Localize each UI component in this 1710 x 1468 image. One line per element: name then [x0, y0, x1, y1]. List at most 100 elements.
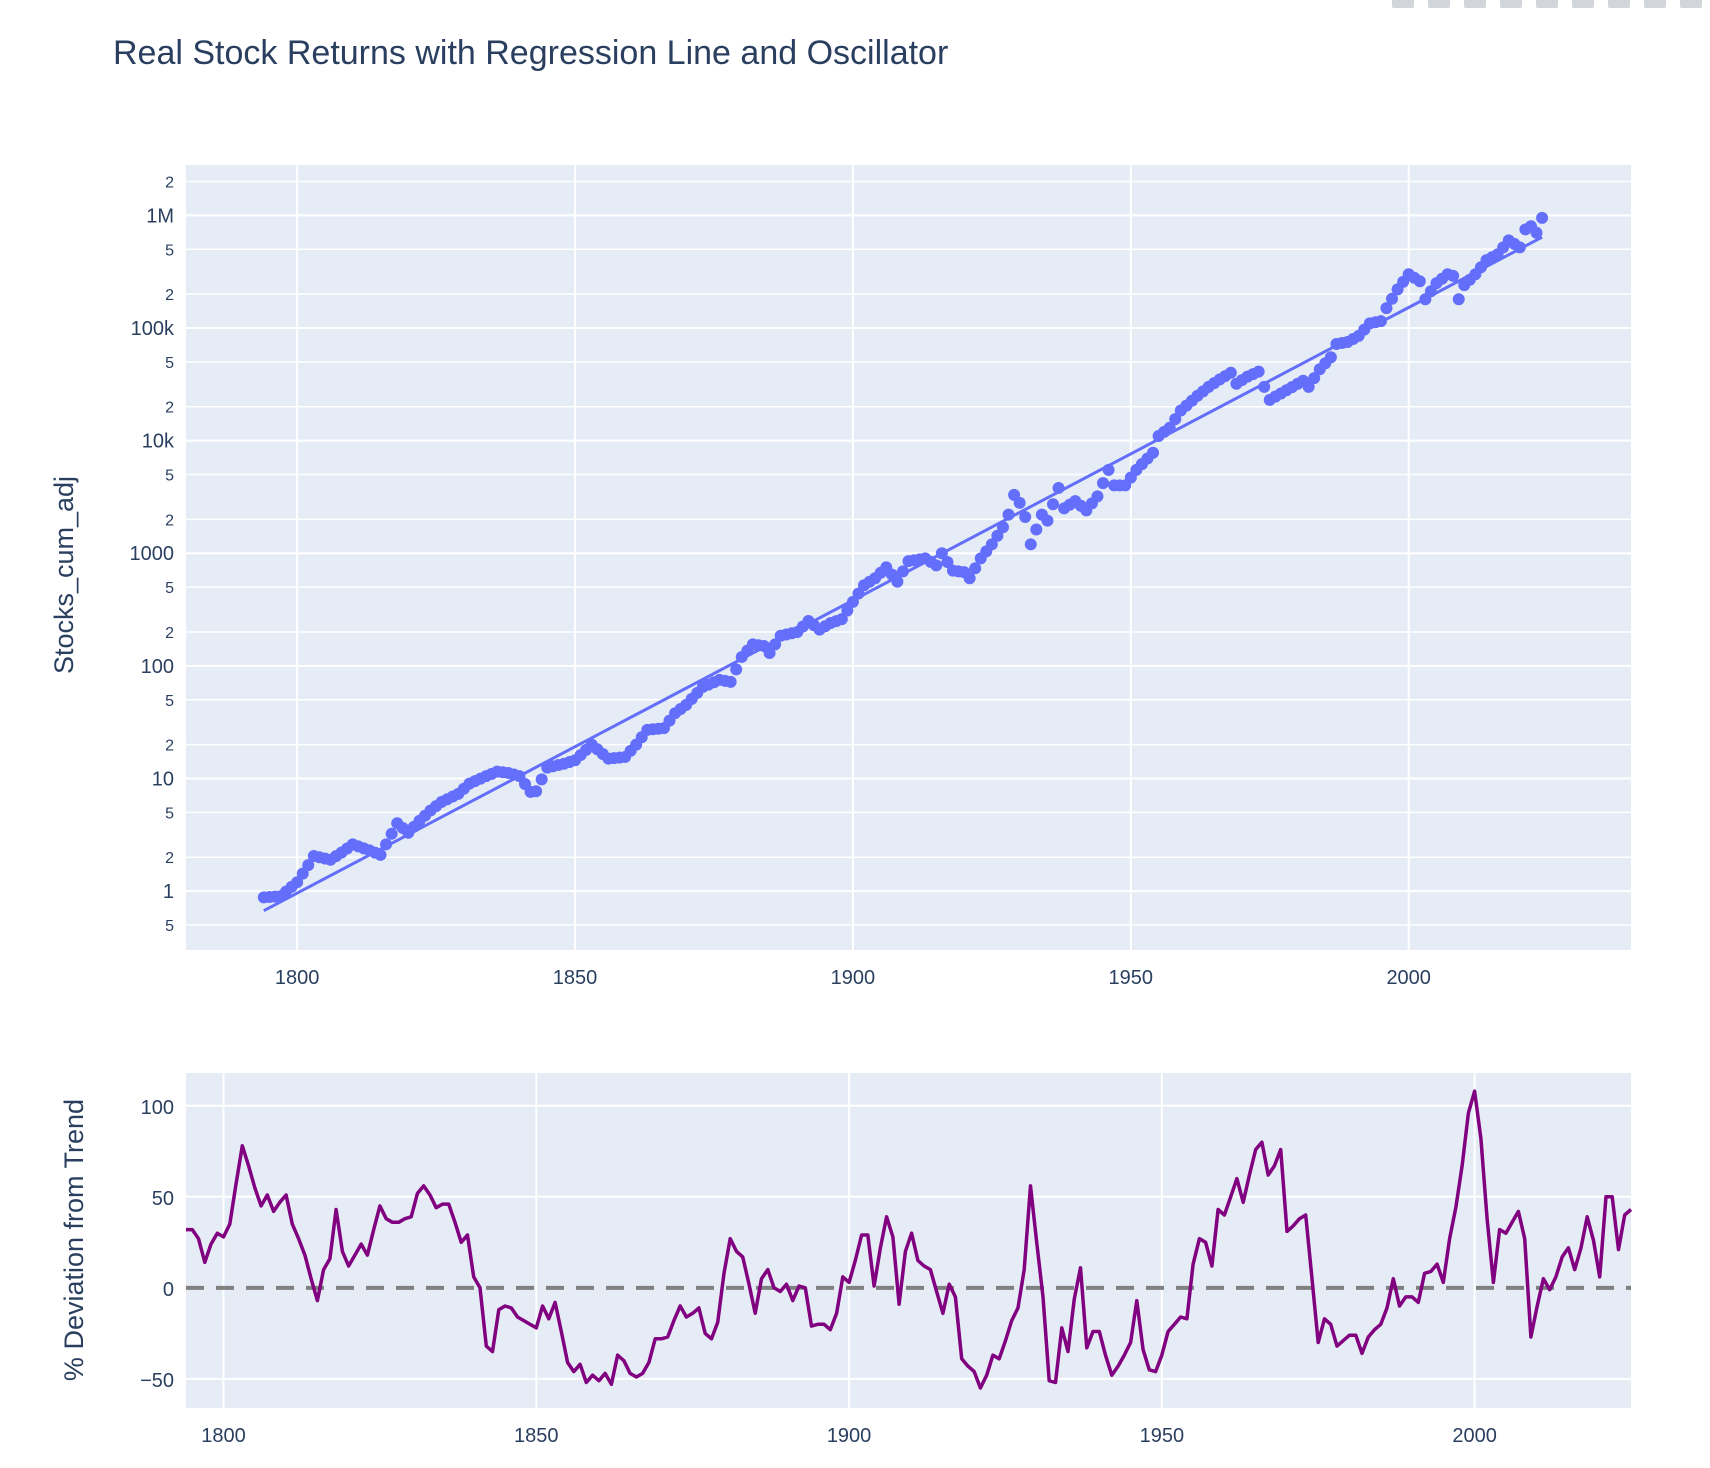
- scatter-point: [891, 575, 904, 588]
- scatter-point: [1386, 292, 1399, 305]
- scatter-point: [380, 838, 393, 851]
- scatter-point: [1091, 490, 1104, 503]
- y-minor-tick-label: 2: [165, 512, 174, 529]
- scatter-point: [763, 647, 776, 660]
- x-tick-label: 1850: [553, 967, 598, 989]
- scatter-point: [1452, 293, 1465, 306]
- scatter-point: [935, 547, 948, 560]
- zoom-in-icon[interactable]: [1572, 0, 1594, 8]
- lasso-icon[interactable]: [1536, 0, 1558, 8]
- x-tick-label: 1950: [1140, 1425, 1185, 1447]
- y-tick-label: 1000: [130, 543, 175, 565]
- scatter-point: [941, 555, 954, 568]
- y-minor-tick-label: 2: [165, 400, 174, 417]
- scatter-point: [385, 827, 398, 840]
- y-minor-tick-label: 5: [165, 918, 174, 935]
- pan-icon[interactable]: [1464, 0, 1486, 8]
- scatter-point: [1536, 211, 1549, 224]
- x-tick-label: 2000: [1386, 967, 1431, 989]
- y-tick-label: 100k: [131, 318, 175, 340]
- scatter-point: [1097, 477, 1110, 490]
- scatter-point: [1041, 514, 1054, 527]
- scatter-point: [1030, 523, 1043, 536]
- scatter-point: [930, 559, 943, 572]
- x-tick-label: 1950: [1109, 967, 1154, 989]
- scatter-point: [991, 529, 1004, 542]
- scatter-point: [1169, 413, 1182, 426]
- y-tick-label: 10: [152, 768, 174, 790]
- x-tick-label: 1800: [275, 967, 320, 989]
- y-minor-tick-label: 5: [165, 580, 174, 597]
- x-tick-label: 1800: [201, 1425, 246, 1447]
- camera-icon[interactable]: [1392, 0, 1414, 8]
- y-tick-label: −50: [140, 1370, 174, 1392]
- y-tick-label: 100: [141, 656, 174, 678]
- y-tick-label: 0: [163, 1279, 174, 1301]
- scatter-point: [730, 663, 743, 676]
- oscillator-line: [186, 1089, 1633, 1390]
- bottom-y-tick-labels: 100 50 0 −50: [140, 1097, 174, 1392]
- zoom-icon[interactable]: [1428, 0, 1450, 8]
- y-tick-label: 100: [141, 1097, 174, 1119]
- scatter-point: [1302, 380, 1315, 393]
- y-minor-tick-label: 2: [165, 287, 174, 304]
- y-minor-tick-label: 2: [165, 625, 174, 642]
- scatter-point: [769, 638, 782, 651]
- scatter-point: [1308, 372, 1321, 385]
- bottom-x-tick-labels: 1800 1850 1900 1950 2000: [201, 1425, 1497, 1447]
- scatter-point: [1024, 538, 1037, 551]
- scatter-point: [1047, 498, 1059, 511]
- scatter-point: [1147, 446, 1160, 459]
- x-tick-label: 1900: [831, 967, 876, 989]
- scatter-point: [1447, 269, 1460, 282]
- x-tick-label: 1900: [827, 1425, 872, 1447]
- scatter-point: [530, 785, 543, 798]
- top-gridlines: [186, 165, 1631, 950]
- scatter-point: [291, 876, 304, 889]
- y-minor-tick-label: 5: [165, 242, 174, 259]
- y-tick-label: 50: [152, 1188, 174, 1210]
- y-minor-tick-label: 2: [165, 738, 174, 755]
- scatter-point: [1013, 496, 1026, 509]
- y-tick-label: 10k: [142, 431, 175, 453]
- y-minor-tick-label: 2: [165, 174, 174, 191]
- modebar[interactable]: [1392, 0, 1702, 12]
- top-x-tick-labels: 1800 1850 1900 1950 2000: [275, 967, 1431, 989]
- y-minor-tick-label: 5: [165, 468, 174, 485]
- scatter-point: [1374, 315, 1387, 328]
- scatter-point: [985, 538, 998, 551]
- autoscale-icon[interactable]: [1644, 0, 1666, 8]
- scatter-point: [996, 521, 1009, 534]
- scatter-point: [535, 773, 548, 786]
- scatter-point: [1324, 351, 1337, 364]
- y-tick-label: 1M: [146, 205, 174, 227]
- scatter-point: [1052, 481, 1065, 494]
- x-tick-label: 1850: [514, 1425, 559, 1447]
- scatter-point: [969, 562, 982, 575]
- scatter-point: [296, 867, 309, 880]
- scatter-point: [1413, 275, 1426, 288]
- box-select-icon[interactable]: [1500, 0, 1522, 8]
- top-y-axis-title: Stocks_cum_adj: [49, 476, 79, 674]
- scatter-point: [1513, 241, 1526, 254]
- scatter-point: [1224, 366, 1237, 379]
- y-minor-tick-label: 5: [165, 693, 174, 710]
- reset-axes-icon[interactable]: [1680, 0, 1702, 8]
- scatter-point: [724, 675, 737, 688]
- scatter-point: [302, 859, 315, 872]
- scatter-point: [963, 572, 976, 585]
- scatter-point: [1019, 510, 1032, 523]
- bottom-gridlines: [186, 1073, 1631, 1408]
- scatter-point: [841, 604, 854, 617]
- scatter-point: [1252, 365, 1265, 378]
- scatter-point: [1102, 463, 1115, 476]
- y-minor-tick-label: 2: [165, 850, 174, 867]
- scatter-point: [374, 848, 387, 861]
- chart-title: Real Stock Returns with Regression Line …: [113, 34, 948, 72]
- scatter-points: [257, 211, 1549, 904]
- y-tick-label: 1: [163, 881, 174, 903]
- zoom-out-icon[interactable]: [1608, 0, 1630, 8]
- scatter-point: [1380, 302, 1393, 315]
- y-minor-tick-label: 5: [165, 355, 174, 372]
